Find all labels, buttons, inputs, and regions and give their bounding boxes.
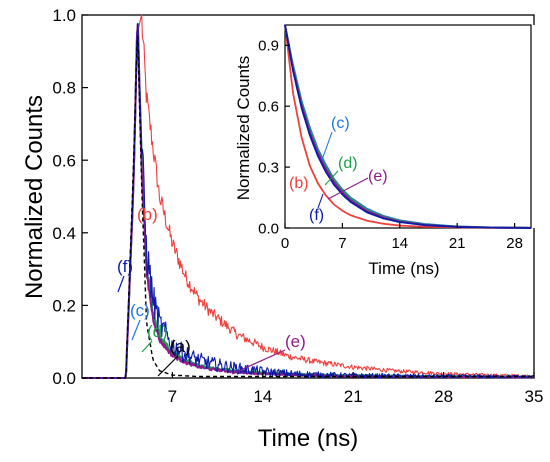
inset-annotation-d: (d) bbox=[338, 155, 358, 172]
inset-series-group bbox=[284, 24, 531, 229]
main-x-tick-label: 14 bbox=[253, 387, 272, 406]
main-y-tick-label: 0.8 bbox=[52, 79, 76, 98]
main-series-scnp bbox=[82, 14, 534, 379]
main-y-axis-title: Normalized Counts bbox=[21, 95, 48, 299]
inset-x-tick-label: 21 bbox=[449, 235, 466, 252]
main-series-ludox bbox=[82, 35, 534, 379]
annotation-a-pointer bbox=[157, 355, 179, 377]
inset-annotation-e-pointer bbox=[327, 177, 369, 200]
inset-x-tick-label: 14 bbox=[391, 235, 408, 252]
annotation-f: (f) bbox=[117, 257, 133, 276]
annotation-d: (d) bbox=[147, 322, 168, 341]
inset-plot-frame bbox=[284, 24, 532, 229]
inset-y-tick-label: 0.3 bbox=[258, 160, 279, 177]
annotation-c-pointer bbox=[131, 319, 141, 341]
main-x-tick-label: 21 bbox=[344, 387, 363, 406]
main-y-tick-label: 1.0 bbox=[52, 6, 76, 25]
inset-annotation-c-pointer bbox=[321, 131, 333, 161]
annotation-e-pointer bbox=[231, 349, 286, 375]
inset-x-tick-label: 0 bbox=[281, 235, 289, 252]
annotation-c: (c) bbox=[130, 301, 150, 320]
inset-y-tick-label: 0.6 bbox=[258, 99, 279, 116]
main-series-group bbox=[81, 14, 535, 379]
main-x-tick-label: 28 bbox=[434, 387, 453, 406]
main-y-tick-label: 0.6 bbox=[52, 151, 76, 170]
inset-annotations: (b) (c) (d) (e) (f) bbox=[289, 115, 388, 224]
main-y-tick-label: 0.2 bbox=[52, 297, 76, 316]
annotation-a: (a) bbox=[170, 337, 191, 356]
main-x-tick-label: 7 bbox=[168, 387, 177, 406]
inset-annotation-f: (f) bbox=[309, 207, 324, 224]
inset-series-santh bbox=[284, 24, 531, 229]
annotation-f-pointer bbox=[117, 275, 125, 293]
inset-annotation-d-pointer bbox=[324, 170, 339, 186]
inset-annotation-c: (c) bbox=[331, 115, 350, 132]
annotation-b: (b) bbox=[137, 205, 158, 224]
inset-annotation-b: (b) bbox=[289, 175, 309, 192]
inset-y-tick-label: 0.9 bbox=[258, 38, 279, 55]
main-axes: 7 14 21 28 35 0.0 0.2 0.4 0.6 0.8 1.0 bbox=[52, 6, 543, 406]
main-x-axis-title: Time (ns) bbox=[258, 425, 358, 452]
inset-axes: 0 7 14 21 28 0.0 0.3 0.6 0.9 bbox=[258, 38, 523, 252]
annotation-d-pointer bbox=[141, 340, 153, 353]
main-annotations: (a) (b) (c) (d) (e) (f) bbox=[117, 205, 306, 377]
inset-x-tick-label: 28 bbox=[506, 235, 523, 252]
inset-annotation-f-pointer bbox=[317, 193, 324, 209]
inset-annotation-e: (e) bbox=[368, 168, 388, 185]
main-y-tick-label: 0.0 bbox=[52, 369, 76, 388]
inset-x-tick-label: 7 bbox=[338, 235, 346, 252]
inset-y-axis-title: Normalized Counts bbox=[234, 56, 253, 201]
inset-y-tick-label: 0.0 bbox=[258, 220, 279, 237]
main-y-tick-label: 0.4 bbox=[52, 224, 76, 243]
main-x-tick-label: 35 bbox=[525, 387, 544, 406]
inset-x-axis-title: Time (ns) bbox=[368, 259, 439, 278]
annotation-e: (e) bbox=[285, 332, 306, 351]
inset-background bbox=[285, 25, 539, 228]
